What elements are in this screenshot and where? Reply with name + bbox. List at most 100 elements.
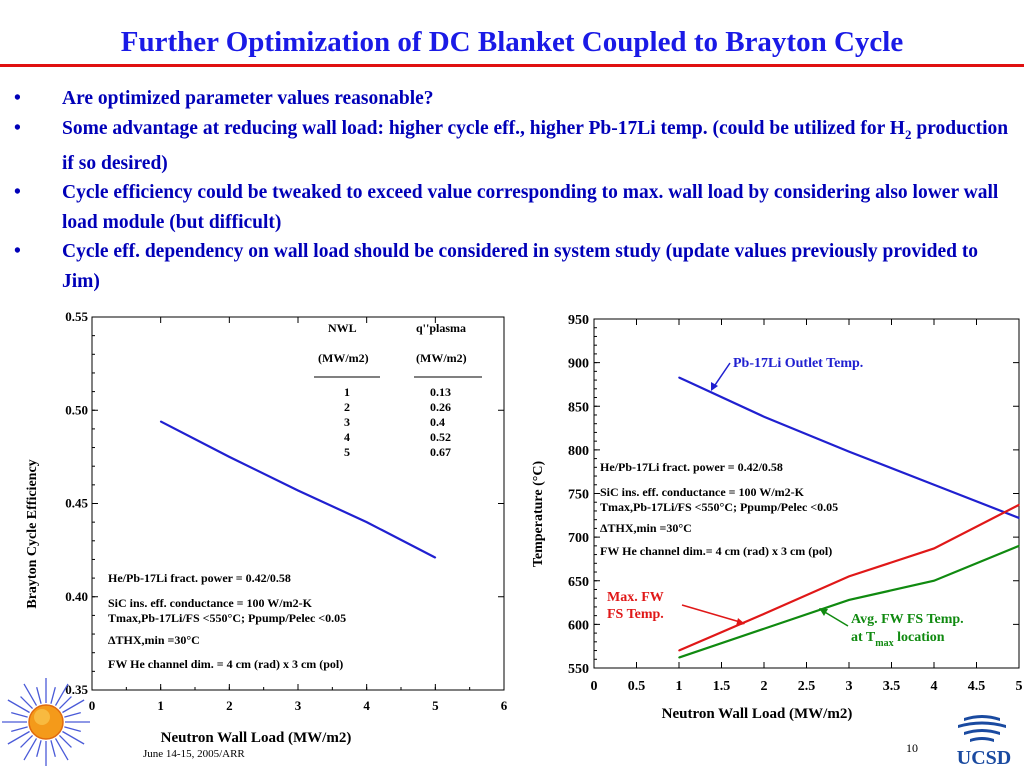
avg-fw-label-location: location: [894, 630, 945, 645]
bullet-text: Cycle eff. dependency on wall load shoul…: [62, 241, 979, 292]
avg-fw-label-line2: at Tmax location: [851, 630, 945, 649]
x-tick-label: 5: [1016, 679, 1023, 694]
avg-fw-label-sub: max: [875, 638, 893, 649]
temperature-data-point: [848, 599, 850, 601]
y-tick-label: 950: [568, 313, 589, 328]
table-cell-nwl: 4: [344, 430, 350, 444]
temperature-data-point: [678, 656, 680, 659]
bullet-item: • Cycle efficiency could be tweaked to ex…: [14, 178, 1019, 237]
title-underline: [0, 64, 1024, 67]
y-tick-label: 550: [568, 662, 589, 677]
efficiency-annotation: ΔTHX,min =30°C: [108, 633, 200, 647]
table-cell-qplasma: 0.52: [430, 430, 451, 444]
bullet-dot: •: [14, 88, 21, 109]
efficiency-data-point: [159, 420, 162, 423]
x-tick-label: 2.5: [798, 679, 816, 694]
x-tick-label: 4: [363, 698, 370, 713]
efficiency-x-axis-label: Neutron Wall Load (MW/m2): [161, 730, 352, 746]
temperature-y-ticks: 550 600 650 700 750 800 850 900 950: [568, 313, 1019, 677]
sun-logo-icon: [2, 678, 90, 766]
efficiency-annotation: FW He channel dim. = 4 cm (rad) x 3 cm (…: [108, 657, 343, 671]
avg-fw-label-line1: Avg. FW FS Temp.: [851, 612, 964, 627]
temperature-data-point: [678, 649, 680, 652]
y-tick-label: 0.55: [65, 309, 88, 324]
x-tick-label: 2: [761, 679, 768, 694]
efficiency-data-point: [365, 521, 368, 523]
pb-outlet-label: Pb-17Li Outlet Temp.: [733, 356, 863, 371]
y-tick-label: 650: [568, 575, 589, 590]
temperature-data-point: [848, 450, 850, 453]
efficiency-data-point: [434, 556, 437, 559]
temperature-annotation: SiC ins. eff. conductance = 100 W/m2-K: [600, 485, 805, 499]
footer-date: June 14-15, 2005/ARR: [143, 748, 245, 760]
x-tick-label: 5: [432, 698, 439, 713]
avg-fw-fs-temp-line: [678, 544, 1020, 659]
temperature-data-point: [933, 483, 935, 486]
temperature-annotations: He/Pb-17Li fract. power = 0.42/0.58 SiC i…: [600, 460, 838, 558]
temperature-series-points: [678, 376, 1020, 659]
table-unit-qplasma: (MW/m2): [416, 351, 467, 365]
temperature-annotation: FW He channel dim.= 4 cm (rad) x 3 cm (p…: [600, 544, 832, 558]
bullet-text-end: production if so desired): [62, 117, 1009, 174]
table-cell-nwl: 5: [344, 445, 350, 459]
bullet-dot: •: [14, 241, 21, 263]
temperature-data-point: [848, 575, 850, 578]
bullet-text: Some advantage at reducing wall load: hi…: [62, 117, 905, 139]
max-fw-fs-temp-line: [678, 503, 1020, 652]
slide-title: Further Optimization of DC Blanket Coupl…: [120, 26, 904, 58]
table-cell-qplasma: 0.26: [430, 400, 451, 414]
temperature-annotation: ΔTHX,min =30°C: [600, 521, 692, 535]
temperature-annotation: Tmax,Pb-17Li/FS <550°C; Ppump/Pelec <0.0…: [600, 500, 838, 514]
table-unit-nwl: (MW/m2): [318, 351, 369, 365]
efficiency-annotation: SiC ins. eff. conductance = 100 W/m2-K: [108, 596, 313, 610]
bullet-text: Cycle efficiency could be tweaked to exc…: [62, 182, 999, 233]
temperature-data-point: [1018, 504, 1020, 506]
x-tick-label: 4.5: [968, 679, 986, 694]
temperature-data-point: [933, 547, 935, 550]
avg-fw-arrowhead: [819, 608, 828, 616]
y-tick-label: 0.40: [65, 589, 88, 604]
page-number: 10: [906, 741, 918, 755]
bullet-dot: •: [14, 117, 21, 139]
table-cell-nwl: 2: [344, 400, 350, 414]
bullet-list: • Are optimized parameter values reasonab…: [14, 84, 1019, 296]
efficiency-data-point: [228, 456, 231, 458]
efficiency-data-point: [297, 489, 299, 492]
temperature-data-point: [763, 415, 765, 418]
table-cell-qplasma: 0.13: [430, 385, 451, 399]
efficiency-annotation: He/Pb-17Li fract. power = 0.42/0.58: [108, 571, 291, 585]
bullet-subscript: 2: [904, 126, 912, 142]
x-tick-label: 1: [157, 698, 164, 713]
temperature-x-axis-label: Neutron Wall Load (MW/m2): [662, 706, 853, 722]
temperature-x-ticks: 0 0.5 1 1.5 2 2.5 3 3.5 4 4.5 5: [591, 319, 1023, 694]
pb-outlet-arrow: [712, 362, 731, 389]
x-tick-label: 0: [591, 679, 598, 694]
efficiency-annotation: Tmax,Pb-17Li/FS <550°C; Ppump/Pelec <0.0…: [108, 611, 346, 625]
x-tick-label: 3: [295, 698, 302, 713]
bullet-dot: •: [14, 182, 21, 204]
efficiency-y-ticks: 0.350.400.450.500.55: [65, 309, 504, 697]
y-tick-label: 600: [568, 618, 589, 633]
efficiency-series-points: [159, 420, 437, 559]
table-cell-qplasma: 0.67: [430, 445, 451, 459]
efficiency-series-line: [160, 420, 436, 559]
y-tick-label: 0.45: [65, 496, 88, 511]
x-tick-label: 3.5: [883, 679, 901, 694]
y-tick-label: 850: [568, 400, 589, 415]
max-fw-arrowhead: [736, 618, 745, 626]
x-tick-label: 1.5: [713, 679, 731, 694]
temperature-data-point: [763, 627, 765, 630]
efficiency-annotations: He/Pb-17Li fract. power = 0.42/0.58 SiC i…: [108, 571, 346, 671]
temperature-data-point: [1018, 545, 1020, 547]
table-cell-qplasma: 0.4: [430, 415, 445, 429]
temperature-data-point: [1018, 517, 1020, 519]
y-tick-label: 800: [568, 444, 589, 459]
x-tick-label: 4: [931, 679, 938, 694]
bullet-item: • Cycle eff. dependency on wall load shou…: [14, 237, 1019, 296]
temperature-data-point: [678, 376, 680, 379]
bullet-text: Are optimized parameter values reasonabl…: [62, 88, 434, 109]
x-tick-label: 1: [676, 679, 683, 694]
x-tick-label: 0.5: [628, 679, 646, 694]
